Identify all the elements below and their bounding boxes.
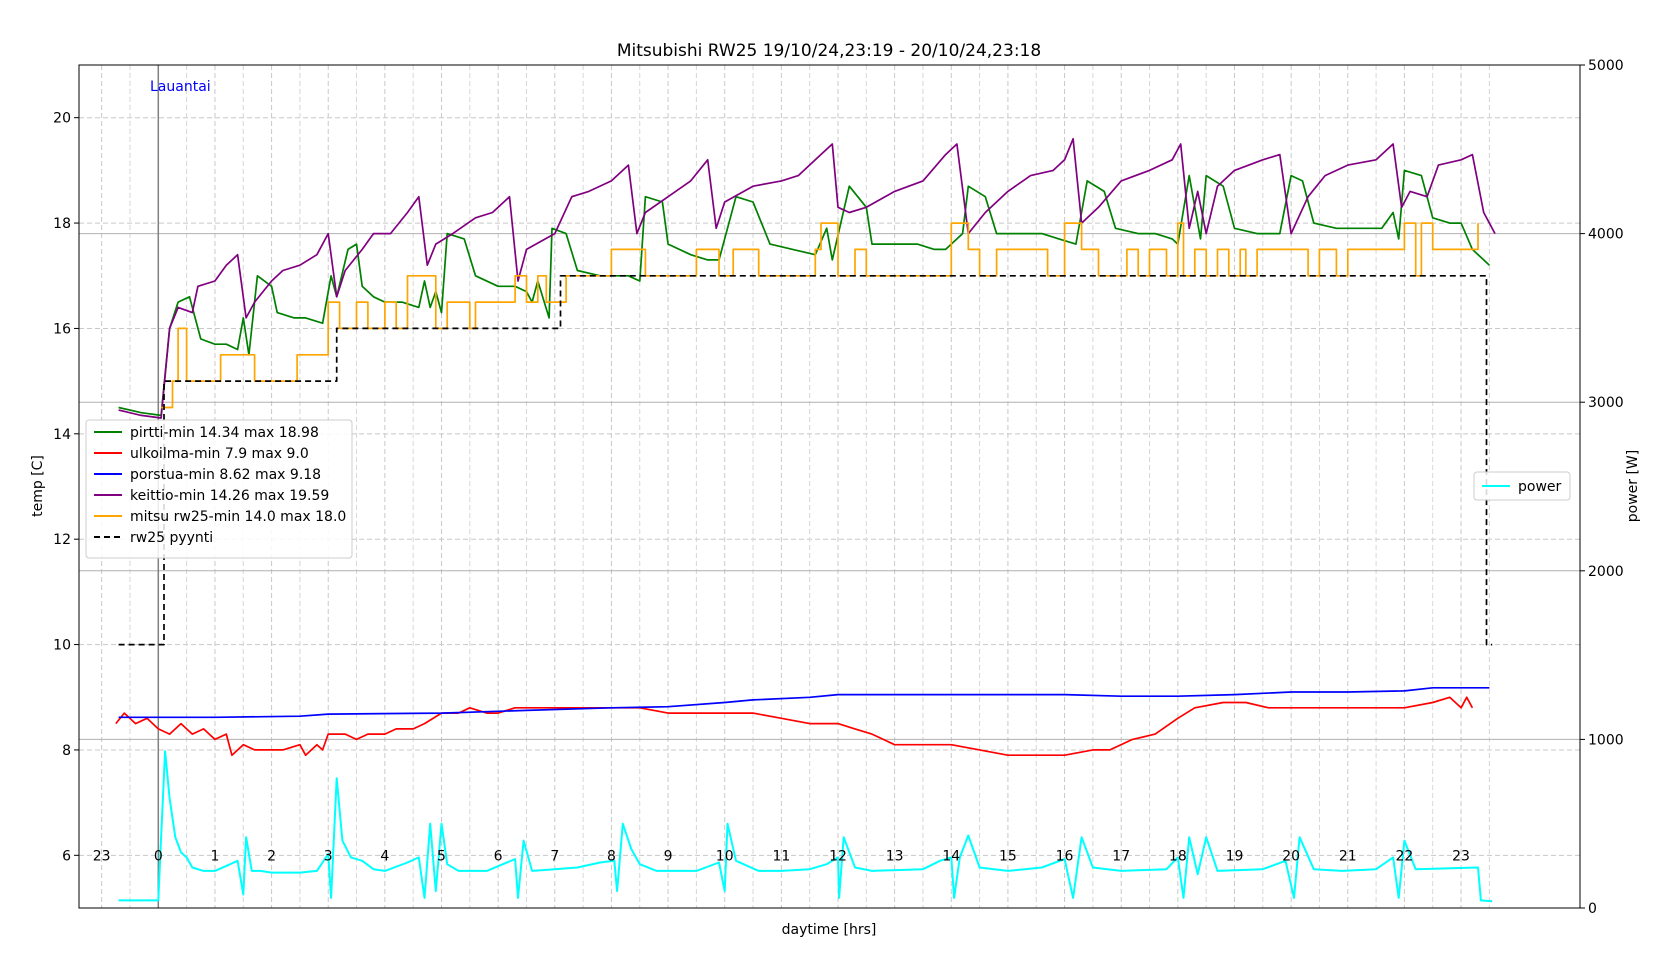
x-tick-label: 3 bbox=[324, 848, 333, 864]
x-tick-label: 10 bbox=[716, 848, 734, 864]
x-tick-label: 9 bbox=[664, 848, 673, 864]
x-tick-label: 21 bbox=[1339, 848, 1357, 864]
plot-frame bbox=[78, 64, 1581, 909]
series-layer bbox=[115, 137, 1496, 903]
y-tick-label: 12 bbox=[53, 532, 71, 548]
x-tick-label: 18 bbox=[1169, 848, 1187, 864]
legend-entry: ulkoilma-min 7.9 max 9.0 bbox=[130, 446, 309, 462]
y-tick-label: 14 bbox=[53, 427, 71, 443]
y2-tick-label: 2000 bbox=[1588, 564, 1624, 580]
y-tick-label: 10 bbox=[53, 638, 71, 654]
series-line-3 bbox=[118, 137, 1496, 419]
x-tick-label: 4 bbox=[380, 848, 389, 864]
x-tick-label: 8 bbox=[607, 848, 616, 864]
x-tick-label: 1 bbox=[210, 848, 219, 864]
y-tick-label: 18 bbox=[53, 216, 71, 232]
y2-tick-label: 4000 bbox=[1588, 227, 1624, 243]
legend-entry: power bbox=[1518, 479, 1562, 495]
legend-right-box bbox=[1473, 471, 1571, 501]
y2-tick-label: 3000 bbox=[1588, 395, 1624, 411]
series-line-5 bbox=[118, 274, 1493, 646]
x-tick-label: 23 bbox=[93, 848, 111, 864]
legend-right: power bbox=[1473, 471, 1571, 501]
x-tick-label: 13 bbox=[886, 848, 904, 864]
legend-entry: porstua-min 8.62 max 9.18 bbox=[130, 467, 321, 483]
x-axis-label: daytime [hrs] bbox=[782, 922, 877, 938]
grid-lines bbox=[79, 65, 1580, 908]
x-tick-label: 14 bbox=[942, 848, 960, 864]
x-tick-label: 16 bbox=[1056, 848, 1074, 864]
series-line-6 bbox=[118, 750, 1493, 903]
y2-axis-label: power [W] bbox=[1625, 450, 1641, 523]
series-line-1 bbox=[115, 696, 1474, 757]
y-tick-label: 16 bbox=[53, 321, 71, 337]
y2-tick-label: 1000 bbox=[1588, 732, 1624, 748]
x-tick-label: 23 bbox=[1452, 848, 1470, 864]
y-tick-label: 6 bbox=[62, 848, 71, 864]
chart-title: Mitsubishi RW25 19/10/24,23:19 - 20/10/2… bbox=[617, 41, 1041, 61]
x-tick-label: 5 bbox=[437, 848, 446, 864]
x-tick-label: 20 bbox=[1282, 848, 1300, 864]
x-tick-label: 11 bbox=[772, 848, 790, 864]
series-line-4 bbox=[161, 222, 1479, 409]
x-tick-label: 17 bbox=[1112, 848, 1130, 864]
legend-entry: mitsu rw25-min 14.0 max 18.0 bbox=[130, 509, 346, 525]
day-marker-label: Lauantai bbox=[150, 79, 211, 95]
legend-left: pirtti-min 14.34 max 18.98 ulkoilma-min 7… bbox=[85, 419, 353, 559]
x-tick-label: 22 bbox=[1395, 848, 1413, 864]
series-line-2 bbox=[118, 686, 1490, 719]
y2-tick-label: 5000 bbox=[1588, 58, 1624, 74]
y-tick-label: 8 bbox=[62, 743, 71, 759]
legend-left-box bbox=[85, 419, 353, 559]
x-tick-label: 15 bbox=[999, 848, 1017, 864]
legend-entry: rw25 pyynti bbox=[130, 530, 213, 546]
legend-entry: pirtti-min 14.34 max 18.98 bbox=[130, 425, 319, 441]
y2-tick-label: 0 bbox=[1588, 901, 1597, 917]
x-tick-label: 19 bbox=[1226, 848, 1244, 864]
x-tick-label: 12 bbox=[829, 848, 847, 864]
x-tick-label: 2 bbox=[267, 848, 276, 864]
series-line-0 bbox=[118, 169, 1490, 417]
x-tick-label: 6 bbox=[494, 848, 503, 864]
legend-entry: keittio-min 14.26 max 19.59 bbox=[130, 488, 329, 504]
y-axis-label: temp [C] bbox=[30, 455, 46, 517]
x-tick-label: 0 bbox=[154, 848, 163, 864]
y-tick-label: 20 bbox=[53, 111, 71, 127]
x-tick-label: 7 bbox=[550, 848, 559, 864]
